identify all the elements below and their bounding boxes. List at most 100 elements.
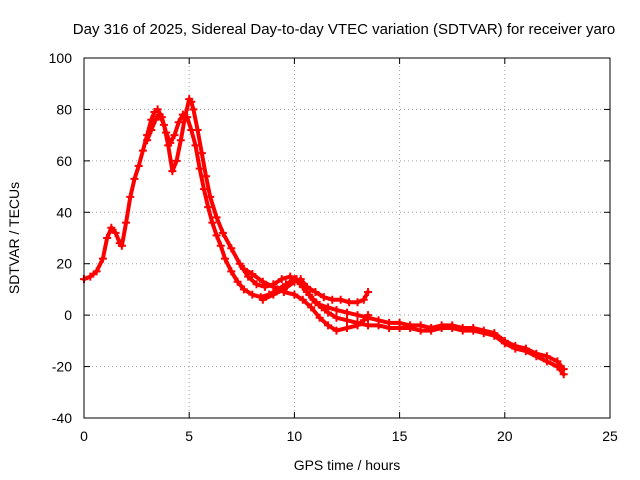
data-point <box>290 277 299 286</box>
data-point <box>216 241 225 250</box>
data-point <box>307 303 316 312</box>
data-point <box>437 324 446 332</box>
data-point <box>204 203 213 212</box>
x-tick-label: 20 <box>497 428 513 444</box>
data-point <box>86 272 95 281</box>
data-point <box>286 272 295 281</box>
data-point <box>416 326 425 335</box>
data-point <box>490 331 499 340</box>
data-point <box>479 329 488 338</box>
data-point <box>296 275 305 284</box>
data-point <box>553 362 562 371</box>
data-point <box>532 352 541 361</box>
data-point <box>202 172 211 181</box>
data-point <box>374 321 383 330</box>
data-point <box>385 324 394 332</box>
data-point <box>458 326 467 335</box>
data-point <box>311 298 320 307</box>
data-point <box>359 295 368 304</box>
data-point <box>248 270 257 278</box>
data-point <box>269 290 278 299</box>
x-tick-label: 0 <box>80 428 88 444</box>
x-tick-label: 10 <box>287 428 303 444</box>
x-tick-label: 25 <box>602 428 618 444</box>
chart-title: Day 316 of 2025, Sidereal Day-to-day VTE… <box>73 21 615 38</box>
data-point <box>208 218 217 227</box>
data-point <box>220 254 229 263</box>
data-point <box>343 324 351 332</box>
x-tick-label: 15 <box>392 428 408 444</box>
data-point <box>103 234 112 242</box>
data-point <box>353 311 362 320</box>
data-point <box>126 192 135 201</box>
data-point <box>277 275 286 284</box>
data-point <box>521 347 530 356</box>
data-point <box>235 259 244 268</box>
data-point <box>180 113 189 122</box>
x-tick-label: 5 <box>185 428 193 444</box>
data-point <box>303 282 312 291</box>
data-point <box>336 295 345 304</box>
data-point <box>311 288 320 296</box>
data-point <box>172 156 181 165</box>
data-point <box>218 228 227 237</box>
data-point <box>147 126 156 134</box>
data-point <box>153 105 162 114</box>
data-point <box>187 97 196 106</box>
data-point <box>233 277 242 286</box>
data-point <box>343 316 351 325</box>
gridlines <box>84 58 610 418</box>
y-tick-label: 60 <box>56 153 72 169</box>
data-point <box>324 308 333 317</box>
data-point <box>197 149 206 158</box>
data-point <box>134 162 143 170</box>
data-point <box>345 298 354 307</box>
data-point <box>269 282 278 291</box>
axis-ticks: 0 5 10 15 20 25 -40 -20 0 20 40 60 80 100 <box>49 50 618 444</box>
data-point <box>364 311 373 320</box>
data-point <box>195 164 204 173</box>
data-point <box>359 316 368 325</box>
data-point <box>395 324 404 332</box>
data-point <box>117 241 126 250</box>
data-point <box>239 285 248 294</box>
data-point <box>111 228 120 237</box>
y-tick-label: 100 <box>49 50 73 66</box>
series-track-b <box>145 97 566 377</box>
data-point <box>92 267 101 276</box>
data-point <box>227 244 236 253</box>
data-point <box>239 264 248 273</box>
data-point <box>206 192 215 201</box>
data-point <box>151 115 160 124</box>
data-point <box>469 326 478 335</box>
data-point <box>107 223 116 232</box>
y-tick-label: -20 <box>52 359 72 375</box>
data-point <box>212 231 221 240</box>
data-point <box>130 174 139 183</box>
data-point <box>328 295 337 304</box>
y-tick-label: -40 <box>52 410 72 426</box>
data-point <box>305 290 314 299</box>
y-axis-label: SDTVAR / TECUs <box>6 182 22 294</box>
data-point <box>170 131 179 140</box>
data-point <box>176 136 185 145</box>
data-series <box>80 95 568 379</box>
y-tick-label: 40 <box>56 204 72 220</box>
data-point <box>191 141 200 150</box>
data-point <box>189 105 198 114</box>
data-point <box>252 280 261 289</box>
series-track-a <box>82 107 566 372</box>
data-point <box>258 295 267 304</box>
plot-frame <box>83 57 611 419</box>
data-point <box>122 218 131 227</box>
data-point <box>248 290 257 299</box>
data-point <box>332 313 341 322</box>
data-point <box>353 298 362 307</box>
y-tick-label: 20 <box>56 256 72 272</box>
data-point <box>227 267 236 276</box>
data-point <box>258 277 267 286</box>
data-point <box>315 313 324 322</box>
data-point <box>332 326 341 335</box>
data-point <box>332 306 341 314</box>
data-point <box>298 295 307 304</box>
